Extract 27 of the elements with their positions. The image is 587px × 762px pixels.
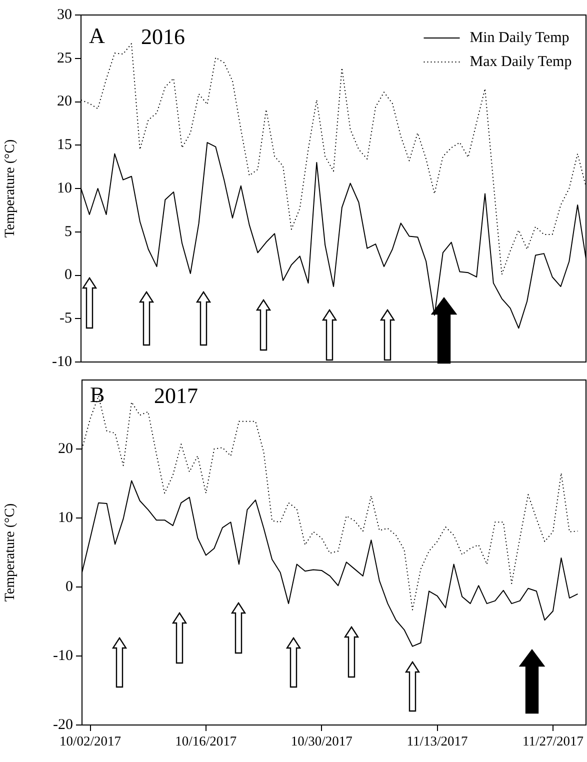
y-tick-label: -10: [52, 354, 72, 370]
x-tick-label: 10/16/2017: [175, 734, 237, 749]
y-tick-label: 10: [57, 180, 72, 196]
y-tick-label: 25: [57, 50, 72, 66]
annotation: B: [90, 382, 105, 407]
y-axis-title: Temperature (°C): [3, 503, 18, 602]
y-tick-label: -10: [53, 648, 73, 664]
y-axis-title: Temperature (°C): [3, 139, 18, 238]
legend-label: Max Daily Temp: [470, 54, 572, 70]
x-tick-label: 11/27/2017: [522, 734, 584, 749]
y-tick-label: 0: [66, 578, 73, 595]
annotation: A: [89, 22, 105, 48]
y-tick-label: 30: [57, 6, 72, 23]
y-tick-label: 0: [64, 267, 72, 284]
y-tick-label: 20: [58, 440, 73, 457]
legend-label: Min Daily Temp: [470, 30, 570, 46]
x-tick-label: 10/02/2017: [60, 734, 122, 749]
chart-title: 2016: [141, 24, 185, 49]
y-tick-label: -20: [53, 716, 73, 733]
x-tick-label: 10/30/2017: [290, 734, 353, 749]
y-tick-label: 10: [58, 510, 73, 526]
chart-title: 2017: [154, 382, 198, 408]
y-tick-label: 15: [57, 137, 72, 154]
y-tick-label: 5: [64, 224, 72, 240]
x-tick-label: 11/13/2017: [406, 734, 468, 749]
y-tick-label: -5: [60, 310, 72, 327]
y-tick-label: 20: [57, 94, 72, 110]
